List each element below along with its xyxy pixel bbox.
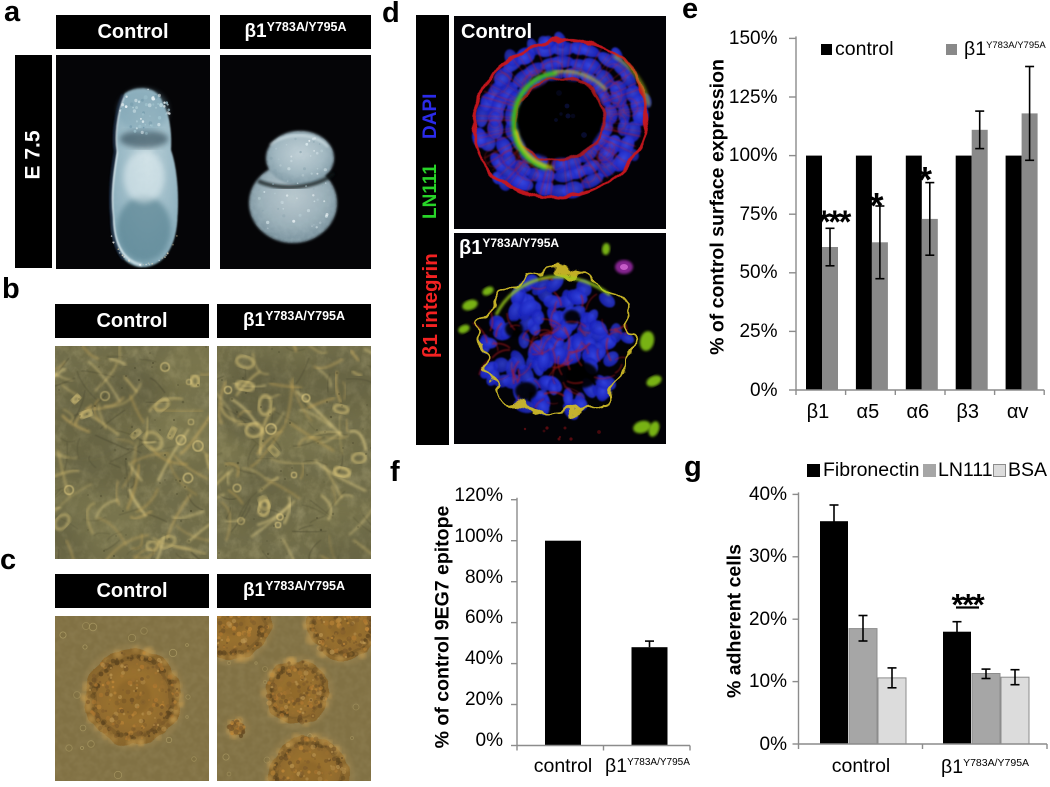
- svg-text:Control: Control: [461, 21, 532, 43]
